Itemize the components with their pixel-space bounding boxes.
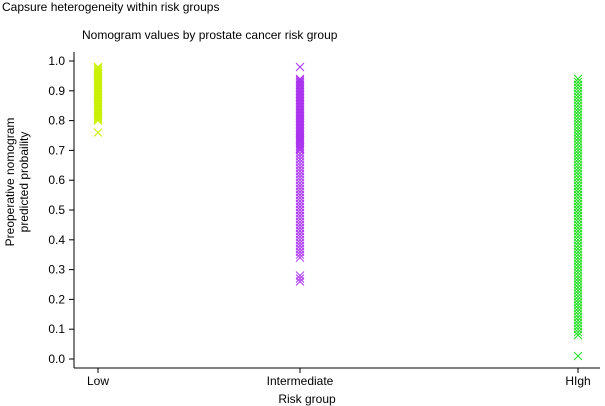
y-tick-label: 0.5 [48, 203, 65, 217]
series-low [93, 62, 103, 137]
data-point [93, 113, 103, 122]
data-point [295, 144, 305, 154]
ticks: 0.0 0.1 0.2 0.3 0.4 0.5 0.6 0.7 0.8 0.9 1.0 Low Inte… [48, 54, 590, 388]
data-points [93, 62, 583, 361]
data-point [295, 253, 305, 263]
y-tick-label: 0.8 [48, 114, 65, 128]
data-point [573, 327, 583, 337]
y-tick-label: 0.4 [48, 233, 65, 247]
x-tick-label: Intermediate [267, 374, 334, 388]
data-point [93, 114, 103, 124]
y-tick-label: 0.3 [48, 263, 65, 277]
y-tick-label: 1.0 [48, 54, 65, 68]
data-point [93, 116, 103, 125]
data-point [93, 111, 103, 121]
x-tick-label: HIgh [565, 374, 590, 388]
data-point [295, 277, 305, 286]
y-tick-label: 0.1 [48, 322, 65, 336]
series-high [573, 74, 583, 361]
data-point [573, 330, 583, 340]
data-point [295, 141, 305, 151]
figure-title: Capsure heterogeneity within risk groups [2, 0, 220, 14]
y-tick-label: 0.0 [48, 352, 65, 366]
data-point [295, 250, 305, 260]
data-point [93, 128, 103, 137]
y-axis-label-line-2: predicted probaility [17, 132, 31, 233]
y-tick-label: 0.6 [48, 173, 65, 187]
y-axis-label: Preoperative nomogram predicted probaili… [3, 118, 31, 247]
y-tick-label: 0.2 [48, 292, 65, 306]
data-point [295, 62, 305, 72]
y-tick-label: 0.9 [48, 84, 65, 98]
y-axis-label-line-1: Preoperative nomogram [3, 118, 17, 247]
data-point [573, 351, 583, 361]
axes [73, 52, 600, 369]
series-intermediate [295, 62, 305, 286]
x-tick-label: Low [87, 374, 109, 388]
y-tick-label: 0.7 [48, 143, 65, 157]
chart-title: Nomogram values by prostate cancer risk … [82, 28, 338, 42]
data-point [295, 274, 305, 283]
x-axis-label: Risk group [278, 392, 336, 406]
